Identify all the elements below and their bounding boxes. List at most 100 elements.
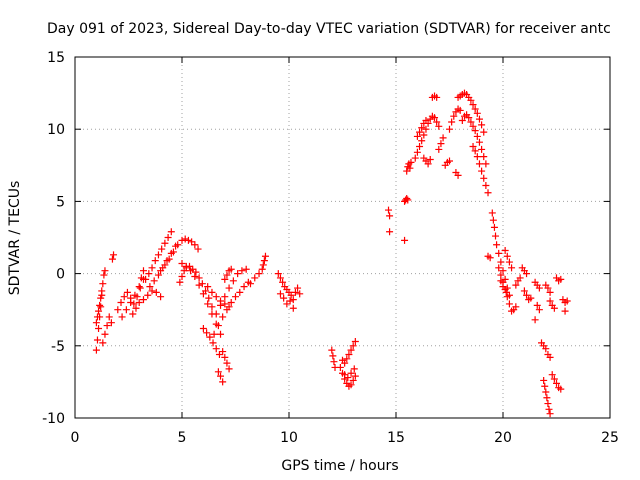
data-point — [478, 145, 486, 153]
data-point — [546, 297, 554, 305]
data-point — [550, 375, 558, 383]
data-point — [401, 236, 409, 244]
data-point — [467, 96, 475, 104]
y-tick-label: -5 — [51, 339, 65, 355]
data-point — [550, 304, 558, 312]
data-point — [456, 106, 464, 114]
data-point — [546, 353, 554, 361]
data-point — [184, 236, 192, 244]
data-point — [95, 324, 103, 332]
data-point — [212, 345, 220, 353]
data-point — [484, 189, 492, 197]
data-point — [480, 153, 488, 161]
chart-title: Day 091 of 2023, Sidereal Day-to-day VTE… — [47, 21, 611, 37]
data-point — [404, 196, 412, 204]
data-point — [469, 122, 477, 130]
data-point — [161, 239, 169, 247]
data-point — [96, 301, 104, 309]
data-point — [413, 132, 421, 140]
data-point — [122, 306, 130, 314]
data-point — [214, 322, 222, 330]
data-point — [100, 271, 108, 279]
data-point — [223, 359, 231, 367]
data-point — [158, 245, 166, 253]
data-point — [92, 319, 100, 327]
data-point — [93, 313, 101, 321]
data-point — [561, 307, 569, 315]
data-point — [343, 355, 351, 363]
data-point — [135, 283, 143, 291]
data-point — [240, 283, 248, 291]
data-point — [212, 310, 220, 318]
data-point — [475, 115, 483, 123]
data-point — [499, 283, 507, 291]
data-point — [471, 127, 479, 135]
data-point — [473, 109, 481, 117]
data-point — [493, 241, 501, 249]
data-point — [544, 400, 552, 408]
data-point — [490, 223, 498, 231]
data-point — [418, 137, 426, 145]
data-series — [92, 89, 571, 418]
data-point — [178, 236, 186, 244]
data-point — [199, 290, 207, 298]
data-point — [93, 336, 101, 344]
data-point — [448, 118, 456, 126]
data-point — [114, 306, 122, 314]
data-point — [101, 267, 109, 275]
data-point — [294, 284, 302, 292]
data-point — [336, 363, 344, 371]
data-point — [435, 122, 443, 130]
data-point — [192, 268, 200, 276]
data-point — [431, 114, 439, 122]
data-point — [329, 352, 337, 360]
data-point — [221, 353, 229, 361]
data-point — [136, 284, 144, 292]
data-point — [97, 303, 105, 311]
data-point — [435, 145, 443, 153]
data-point — [157, 267, 165, 275]
data-point — [385, 206, 393, 214]
data-point — [345, 350, 353, 358]
data-point — [174, 241, 182, 249]
data-point — [347, 381, 355, 389]
y-tick-label: 0 — [56, 267, 65, 283]
data-point — [139, 267, 147, 275]
data-point — [458, 117, 466, 125]
data-point — [142, 275, 150, 283]
data-point — [176, 278, 184, 286]
data-point — [563, 297, 571, 305]
data-point — [132, 304, 140, 312]
x-tick-label: 20 — [494, 430, 512, 446]
data-point — [131, 291, 139, 299]
data-point — [148, 264, 156, 272]
data-point — [508, 264, 516, 272]
data-point — [161, 261, 169, 269]
data-point — [473, 153, 481, 161]
data-point — [406, 164, 414, 172]
data-point — [330, 358, 338, 366]
data-point — [258, 265, 266, 273]
data-point — [129, 310, 137, 318]
data-point — [422, 117, 430, 125]
data-point — [144, 291, 152, 299]
data-point — [181, 235, 189, 243]
data-point — [242, 265, 250, 273]
data-point — [416, 128, 424, 136]
data-point — [557, 385, 565, 393]
data-point — [203, 329, 211, 337]
data-point — [454, 171, 462, 179]
data-point — [212, 293, 220, 301]
data-point — [403, 195, 411, 203]
data-point — [505, 300, 513, 308]
data-point — [527, 294, 535, 302]
data-point — [531, 316, 539, 324]
data-point — [446, 157, 453, 165]
data-point — [199, 324, 207, 332]
data-point — [473, 132, 481, 140]
data-point — [221, 275, 229, 283]
data-point — [475, 138, 483, 146]
data-point — [191, 241, 199, 249]
data-point — [542, 388, 550, 396]
data-point — [127, 298, 135, 306]
